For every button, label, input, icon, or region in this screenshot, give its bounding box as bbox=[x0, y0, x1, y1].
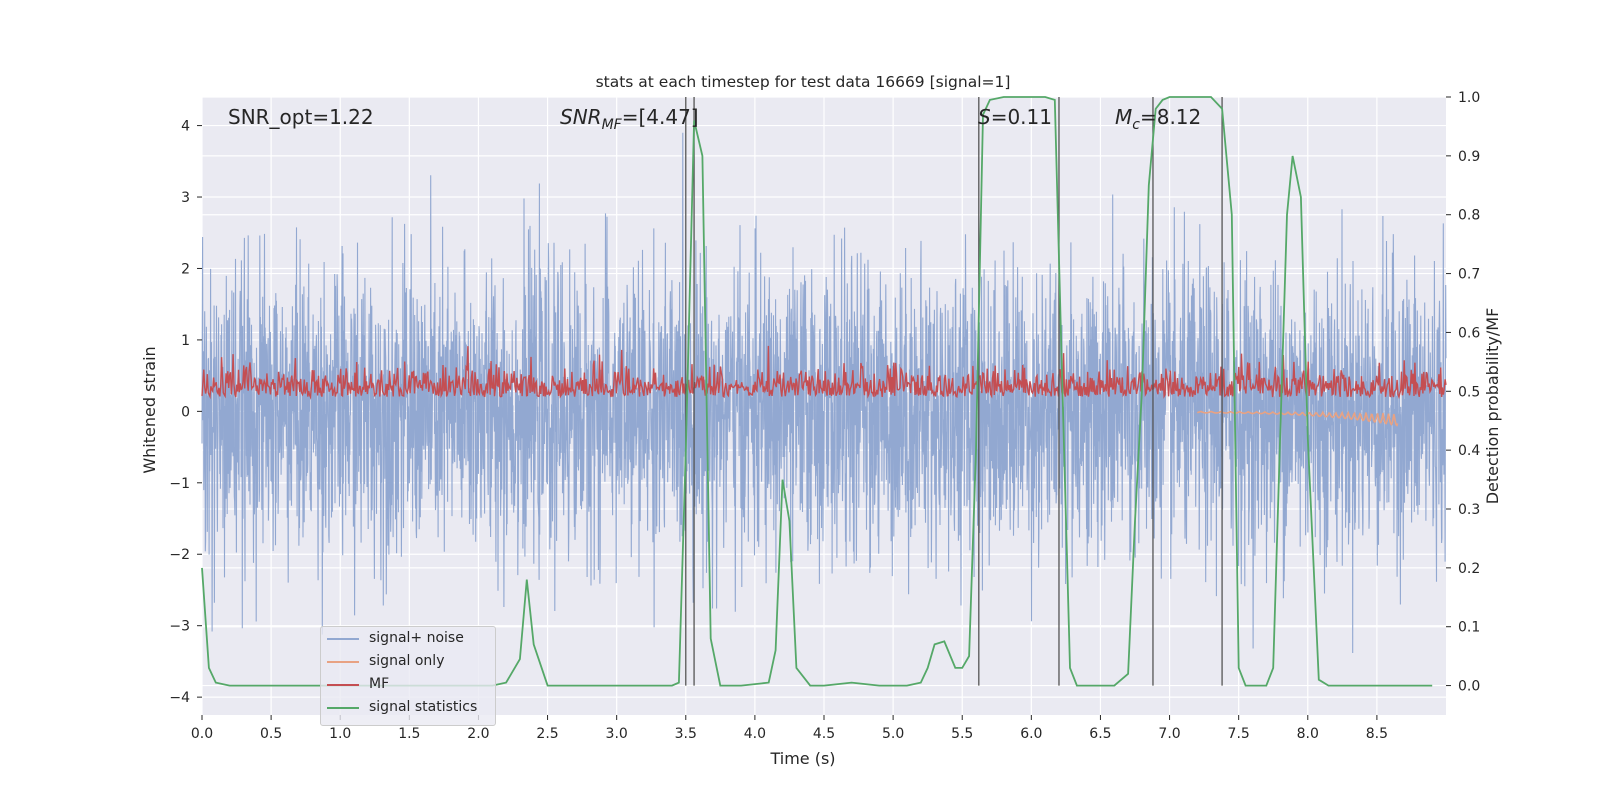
legend-item: signal+ noise bbox=[321, 627, 495, 650]
annotation-snr-mf-value: =[4.47] bbox=[622, 105, 699, 129]
y-axis-left-ticks: 4 3 2 1 0 −1 −2 −3 −4 bbox=[169, 119, 202, 706]
x-tick-label: 0.5 bbox=[260, 726, 282, 742]
x-tick-label: 1.0 bbox=[329, 726, 351, 742]
annotation-snr-mf-main: SNR bbox=[560, 105, 602, 129]
legend-label: MF bbox=[369, 676, 390, 692]
x-tick-label: 3.0 bbox=[606, 726, 628, 742]
annotation-mc-sub: c bbox=[1132, 117, 1140, 133]
series-line bbox=[201, 132, 1447, 654]
x-tick-label: 1.5 bbox=[398, 726, 420, 742]
y-tick-label-right: 0.9 bbox=[1458, 149, 1480, 165]
y-tick-label-right: 0.1 bbox=[1458, 620, 1480, 636]
y-tick-label-right: 0.7 bbox=[1458, 267, 1480, 283]
y-tick-label: −1 bbox=[169, 476, 190, 492]
legend-label: signal+ noise bbox=[369, 630, 464, 646]
series-line bbox=[201, 96, 1433, 687]
annotation-mc-value: =8.12 bbox=[1140, 105, 1201, 129]
x-axis-ticks: 0.0 0.5 1.0 1.5 2.0 2.5 3.0 3.5 4.0 4.5 5.0 5.5 6.0 6… bbox=[191, 715, 1388, 742]
series-mf bbox=[201, 345, 1447, 400]
y-tick-label-right: 0.8 bbox=[1458, 208, 1480, 224]
y-tick-label: −3 bbox=[169, 619, 190, 635]
x-tick-label: 7.0 bbox=[1158, 726, 1180, 742]
series-signal-noise bbox=[201, 132, 1447, 654]
y-tick-label: −4 bbox=[169, 690, 190, 706]
x-tick-label: 2.5 bbox=[536, 726, 558, 742]
x-tick-label: 0.0 bbox=[191, 726, 213, 742]
series-line bbox=[1197, 410, 1399, 427]
y-axis-right-ticks: 1.0 0.9 0.8 0.7 0.6 0.5 0.4 0.3 0.2 0.1 0.0 bbox=[1446, 90, 1480, 695]
x-tick-label: 4.0 bbox=[744, 726, 766, 742]
legend-label: signal only bbox=[369, 653, 445, 669]
annotation-s-value: =0.11 bbox=[991, 105, 1052, 129]
vertical-markers bbox=[685, 97, 1223, 686]
y-axis-right-label: Detection probability/MF bbox=[1483, 308, 1502, 505]
series-signal-statistics bbox=[201, 96, 1433, 687]
y-tick-label-right: 0.2 bbox=[1458, 561, 1480, 577]
x-tick-label: 3.5 bbox=[675, 726, 697, 742]
legend-swatch bbox=[327, 684, 359, 686]
y-tick-label: 1 bbox=[181, 333, 190, 349]
y-tick-label: −2 bbox=[169, 547, 190, 563]
x-tick-label: 5.5 bbox=[951, 726, 973, 742]
x-tick-label: 7.5 bbox=[1228, 726, 1250, 742]
series-line bbox=[201, 345, 1447, 400]
chart-title: stats at each timestep for test data 166… bbox=[596, 73, 1011, 91]
x-tick-label: 8.5 bbox=[1366, 726, 1388, 742]
annotation-mc: Mc=8.12 bbox=[1115, 105, 1201, 133]
x-tick-label: 6.5 bbox=[1089, 726, 1111, 742]
legend-item: signal statistics bbox=[321, 696, 495, 719]
y-tick-label-right: 1.0 bbox=[1458, 90, 1480, 106]
y-tick-label-right: 0.6 bbox=[1458, 325, 1480, 341]
annotation-snr-opt: SNR_opt=1.22 bbox=[228, 105, 374, 129]
y-tick-label-right: 0.3 bbox=[1458, 502, 1480, 518]
legend-swatch bbox=[327, 638, 359, 640]
legend-swatch bbox=[327, 661, 359, 663]
legend-label: signal statistics bbox=[369, 699, 478, 715]
y-tick-label: 4 bbox=[181, 119, 190, 135]
x-tick-label: 2.0 bbox=[467, 726, 489, 742]
x-tick-label: 8.0 bbox=[1297, 726, 1319, 742]
legend: signal+ noise signal only MF signal stat… bbox=[320, 626, 496, 726]
y-tick-label-right: 0.5 bbox=[1458, 384, 1480, 400]
y-axis-left-label: Whitened strain bbox=[140, 346, 159, 473]
y-tick-label: 2 bbox=[181, 261, 190, 277]
y-tick-label: 3 bbox=[181, 190, 190, 206]
annotation-mc-var: M bbox=[1115, 105, 1132, 129]
legend-item: MF bbox=[321, 673, 495, 696]
y-tick-label-right: 0.4 bbox=[1458, 443, 1480, 459]
legend-swatch bbox=[327, 707, 359, 709]
annotation-snr-mf: SNRMF=[4.47] bbox=[560, 105, 699, 133]
y-tick-label-right: 0.0 bbox=[1458, 679, 1480, 695]
annotation-s: S=0.11 bbox=[978, 105, 1052, 129]
x-tick-label: 6.0 bbox=[1020, 726, 1042, 742]
y-tick-label: 0 bbox=[181, 404, 190, 420]
x-tick-label: 4.5 bbox=[813, 726, 835, 742]
annotation-s-var: S bbox=[978, 105, 991, 129]
annotation-snr-mf-sub: MF bbox=[602, 117, 623, 133]
x-axis-label: Time (s) bbox=[769, 749, 835, 768]
x-tick-label: 5.0 bbox=[882, 726, 904, 742]
legend-item: signal only bbox=[321, 650, 495, 673]
series-signal-only bbox=[1197, 410, 1399, 427]
